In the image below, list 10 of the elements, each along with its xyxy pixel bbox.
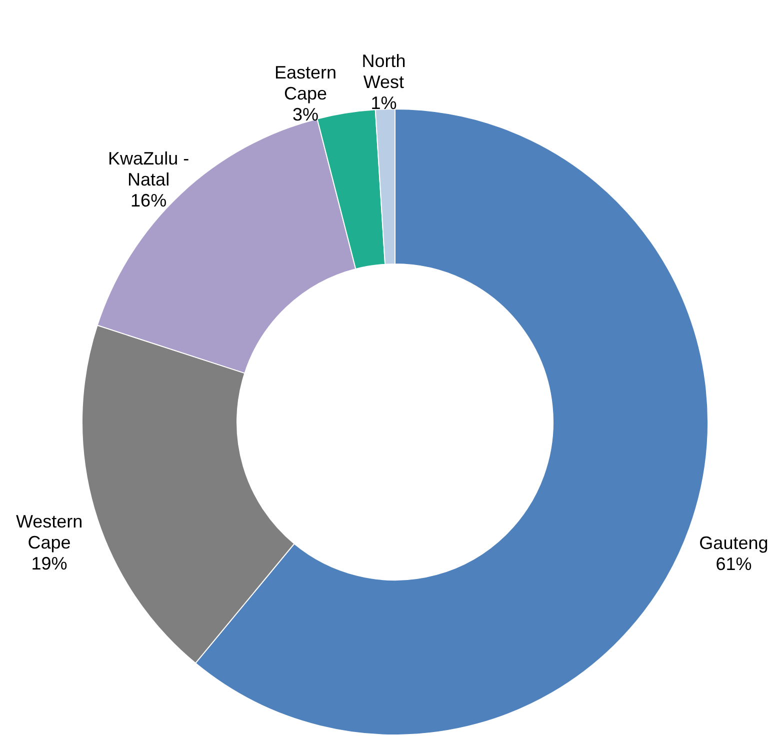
data-label: 3% [292, 104, 318, 124]
data-label: 1% [370, 93, 397, 114]
slice-label: KwaZulu - Natal [108, 148, 190, 190]
slice-label: Western Cape [16, 511, 83, 552]
slice-label: Eastern Cape [274, 62, 336, 104]
slice-label: Gauteng [699, 532, 768, 553]
data-label: 16% [130, 190, 167, 211]
data-label: 61% [716, 554, 752, 574]
data-label: 19% [31, 553, 68, 574]
slice-label: North West [362, 51, 406, 92]
